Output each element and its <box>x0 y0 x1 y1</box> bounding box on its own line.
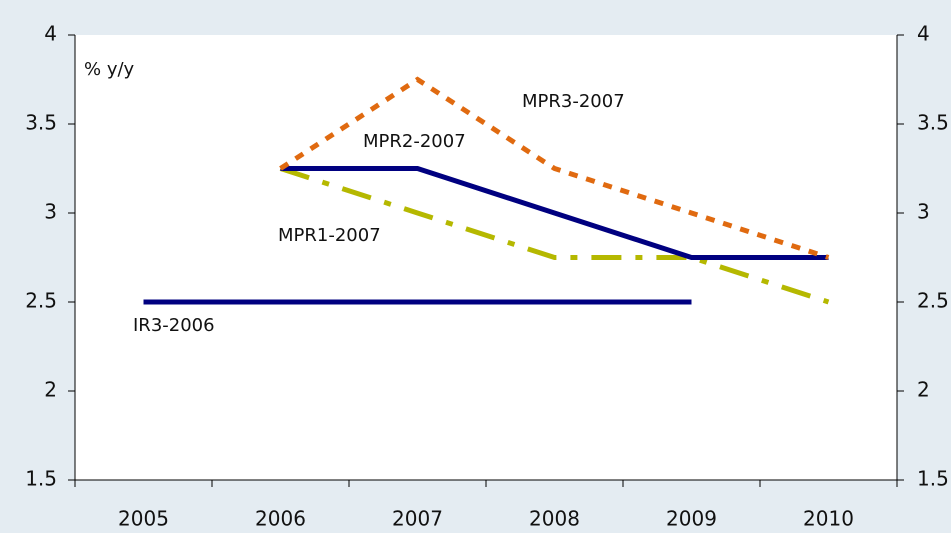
series-line <box>279 76 830 260</box>
y-tick-label: 4 <box>44 22 57 46</box>
series-line <box>279 166 830 305</box>
y2-tick-label: 4 <box>917 22 930 46</box>
x-tick-label: 2010 <box>803 507 854 531</box>
x-tick-label: 2009 <box>666 507 717 531</box>
y2-tick-label: 2.5 <box>917 289 949 313</box>
series-label: MPR3-2007 <box>522 91 625 112</box>
y-tick-label: 2.5 <box>25 289 57 313</box>
y2-tick-label: 3 <box>917 200 930 224</box>
x-tick-label: 2006 <box>255 507 306 531</box>
x-tick-label: 2005 <box>118 507 169 531</box>
y-tick-label: 2 <box>44 378 57 402</box>
y2-tick-label: 3.5 <box>917 111 949 135</box>
y-axis-label: % y/y <box>84 59 135 80</box>
series-label: MPR2-2007 <box>363 131 466 152</box>
y2-tick-label: 2 <box>917 378 930 402</box>
series-label: MPR1-2007 <box>278 225 381 246</box>
y-tick-label: 1.5 <box>25 467 57 491</box>
x-tick-label: 2008 <box>529 507 580 531</box>
series-line <box>280 166 829 260</box>
y-tick-label: 3.5 <box>25 111 57 135</box>
series-label: IR3-2006 <box>133 315 215 336</box>
y2-tick-label: 1.5 <box>917 467 949 491</box>
y-tick-label: 3 <box>44 200 57 224</box>
x-tick-label: 2007 <box>392 507 443 531</box>
